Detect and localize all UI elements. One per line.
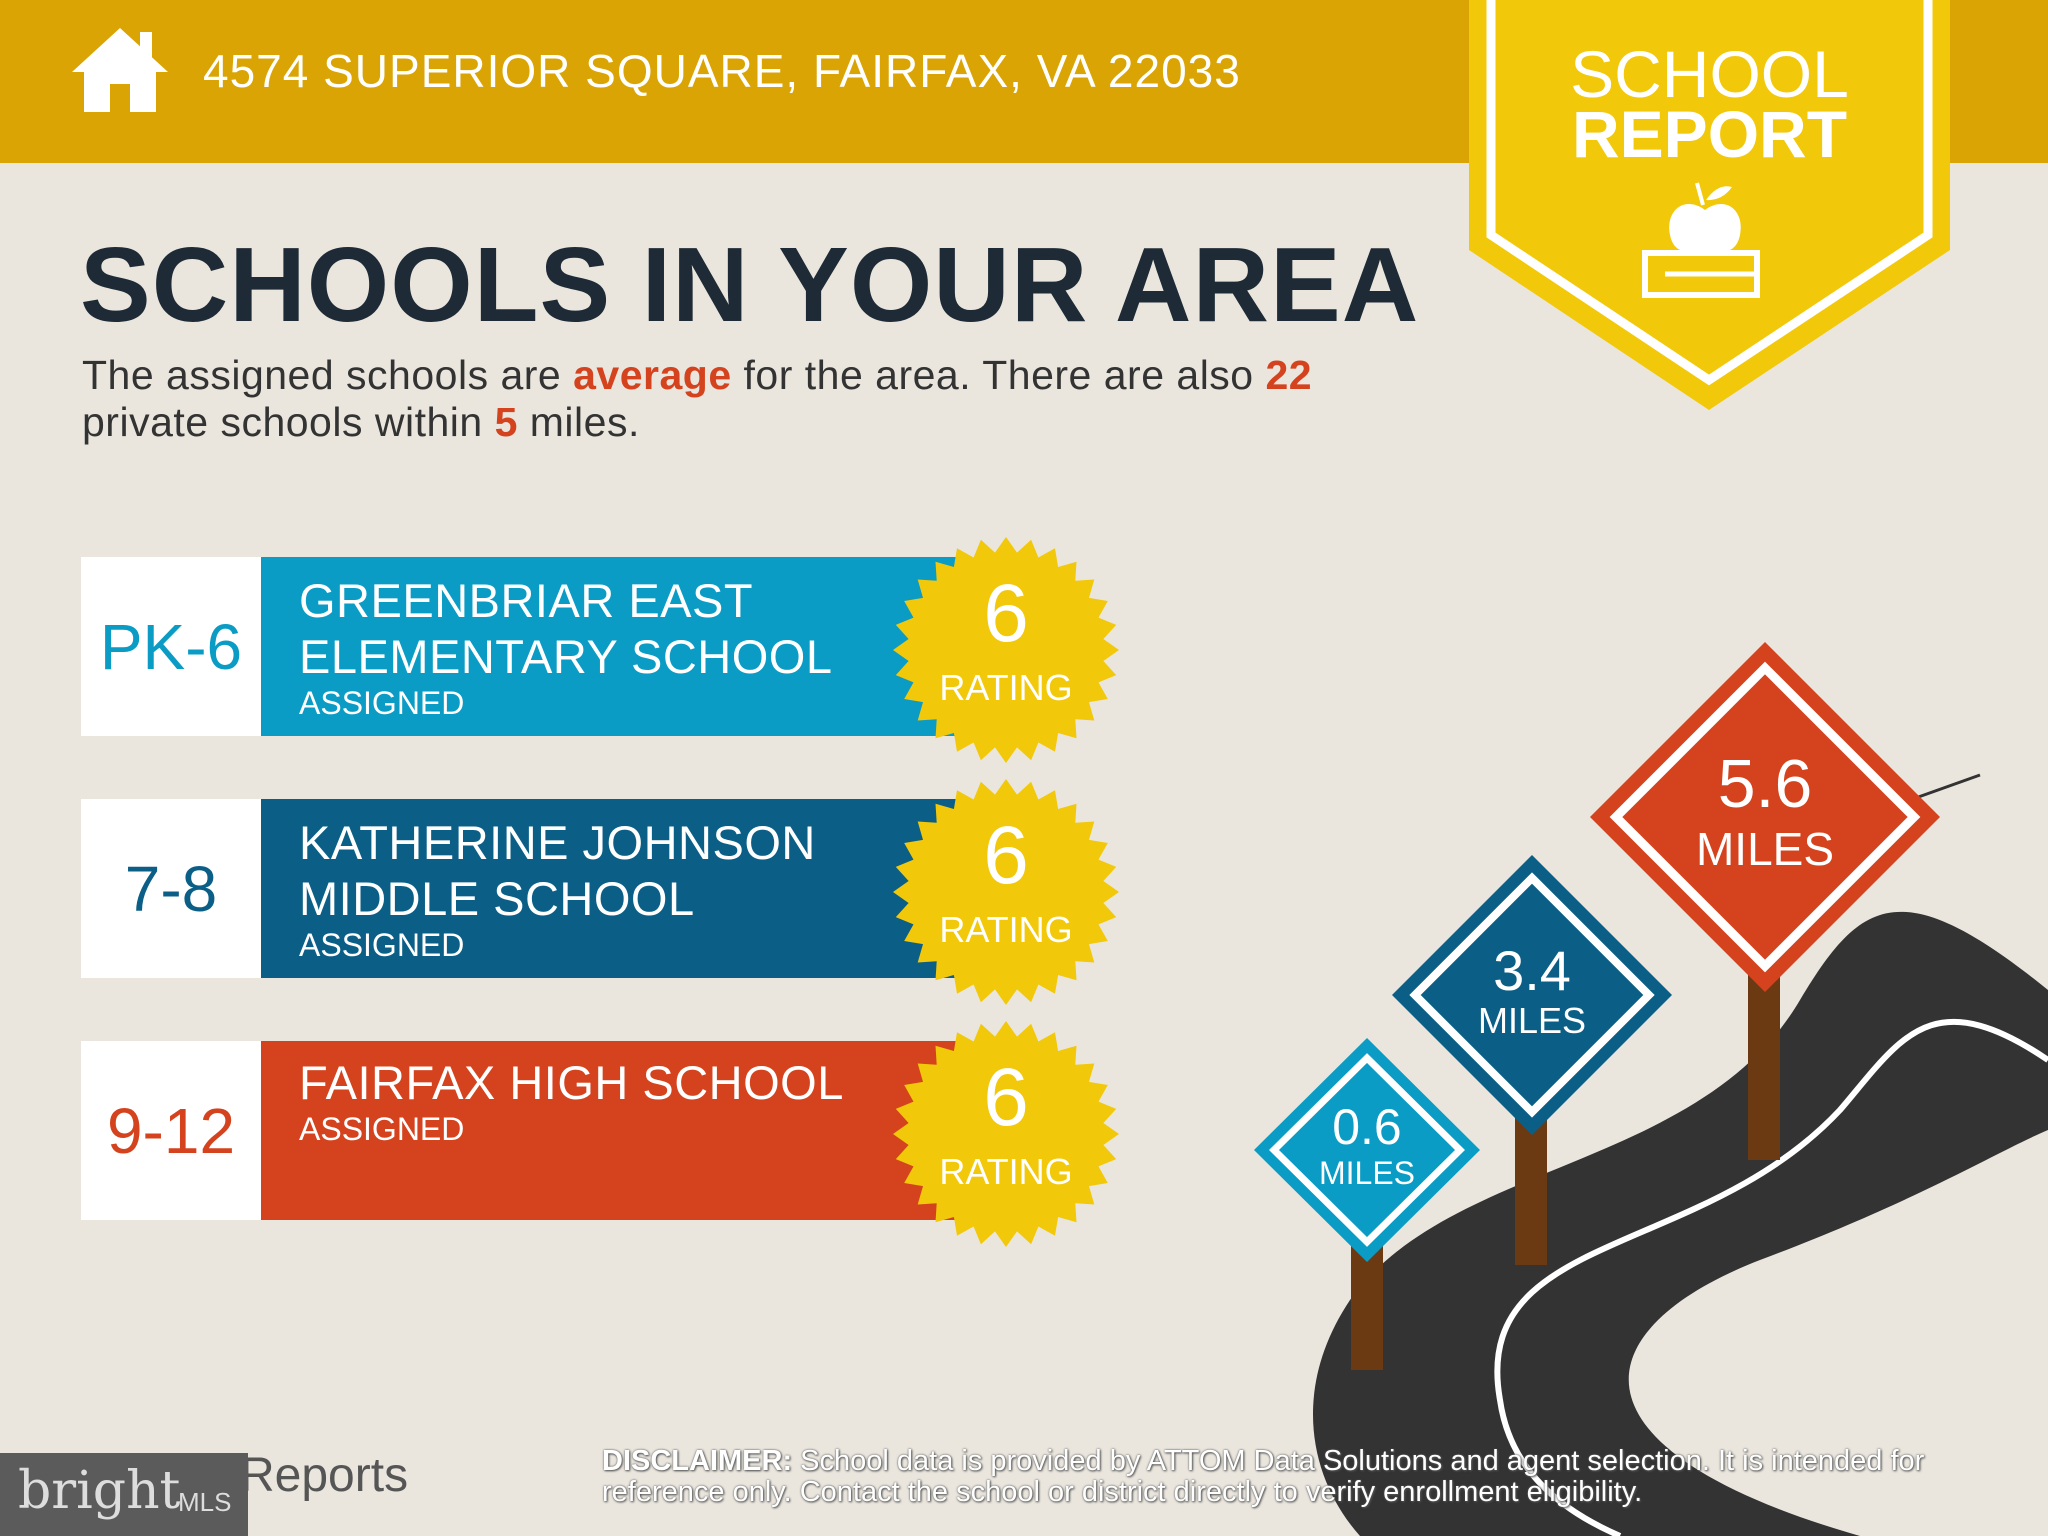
school-name-1: GREENBRIAR EAST bbox=[299, 574, 754, 627]
property-address: 4574 SUPERIOR SQUARE, FAIRFAX, VA 22033 bbox=[203, 45, 1241, 97]
rating-label: RATING bbox=[939, 667, 1073, 708]
bright-mls-watermark: bright MLS bbox=[0, 1453, 248, 1536]
school-name-1: KATHERINE JOHNSON bbox=[299, 816, 816, 869]
road-line bbox=[1494, 1018, 2048, 1536]
school-report-badge bbox=[1469, 0, 1950, 410]
school-status: ASSIGNED bbox=[299, 927, 465, 963]
sign-unit: MILES bbox=[1695, 823, 1835, 875]
sign-post bbox=[1748, 960, 1780, 1160]
starburst-shape bbox=[893, 1021, 1119, 1247]
sign-post bbox=[1515, 1110, 1547, 1265]
grade-range: 9-12 bbox=[81, 1041, 261, 1220]
school-bar: KATHERINE JOHNSON MIDDLE SCHOOL ASSIGNED bbox=[261, 799, 961, 978]
rating-value: 6 bbox=[983, 1052, 1029, 1143]
radius-value: 5 bbox=[494, 399, 518, 445]
rating-seal-icon bbox=[893, 537, 1119, 763]
quality-highlight: average bbox=[573, 352, 732, 398]
sign-0-6 bbox=[1254, 1038, 1480, 1262]
disclaimer: DISCLAIMER: School data is provided by A… bbox=[602, 1445, 1925, 1508]
sign-3-4 bbox=[1392, 855, 1672, 1135]
sign-distance: 5.6 bbox=[1717, 746, 1813, 822]
rating-seal-icon bbox=[893, 779, 1119, 1005]
page-title: SCHOOLS IN YOUR AREA bbox=[80, 226, 1420, 344]
school-status: ASSIGNED bbox=[299, 1111, 465, 1147]
grade-range: PK-6 bbox=[81, 557, 261, 736]
school-bar: GREENBRIAR EAST ELEMENTARY SCHOOL ASSIGNED bbox=[261, 557, 961, 736]
sign-unit: MILES bbox=[1318, 1155, 1416, 1191]
sign-distance: 3.4 bbox=[1493, 939, 1571, 1002]
school-bar: FAIRFAX HIGH SCHOOL ASSIGNED bbox=[261, 1041, 961, 1220]
rating-label: RATING bbox=[939, 909, 1073, 950]
rating-value: 6 bbox=[983, 810, 1029, 901]
house-icon bbox=[72, 28, 168, 112]
grade-range: 7-8 bbox=[81, 799, 261, 978]
school-name-2: MIDDLE SCHOOL bbox=[299, 872, 695, 925]
private-count: 22 bbox=[1265, 352, 1313, 398]
sign-distance: 0.6 bbox=[1332, 1099, 1402, 1155]
school-name-2: ELEMENTARY SCHOOL bbox=[299, 630, 833, 683]
brand-logo-text: Reports bbox=[240, 1449, 409, 1502]
badge-line1: SCHOOL bbox=[1570, 37, 1849, 111]
starburst-shape bbox=[893, 537, 1119, 763]
rating-value: 6 bbox=[983, 568, 1029, 659]
school-row: PK-6 GREENBRIAR EAST ELEMENTARY SCHOOL ASS… bbox=[81, 537, 1131, 763]
badge-line2: REPORT bbox=[1571, 97, 1848, 171]
rating-seal-icon bbox=[893, 1021, 1119, 1247]
rating-label: RATING bbox=[939, 1151, 1073, 1192]
summary-text: The assigned schools are average for the… bbox=[82, 352, 1313, 445]
sign-unit: MILES bbox=[1477, 1000, 1587, 1041]
school-row: 7-8 KATHERINE JOHNSON MIDDLE SCHOOL ASSIGN… bbox=[81, 779, 1131, 1005]
starburst-shape bbox=[893, 779, 1119, 1005]
school-status: ASSIGNED bbox=[299, 685, 465, 721]
sign-5-6 bbox=[1590, 642, 1940, 992]
school-name-1: FAIRFAX HIGH SCHOOL bbox=[299, 1056, 844, 1109]
school-row: 9-12 FAIRFAX HIGH SCHOOL ASSIGNED 6 RATIN… bbox=[81, 1021, 1131, 1247]
apple-on-book-icon bbox=[1642, 182, 1760, 298]
